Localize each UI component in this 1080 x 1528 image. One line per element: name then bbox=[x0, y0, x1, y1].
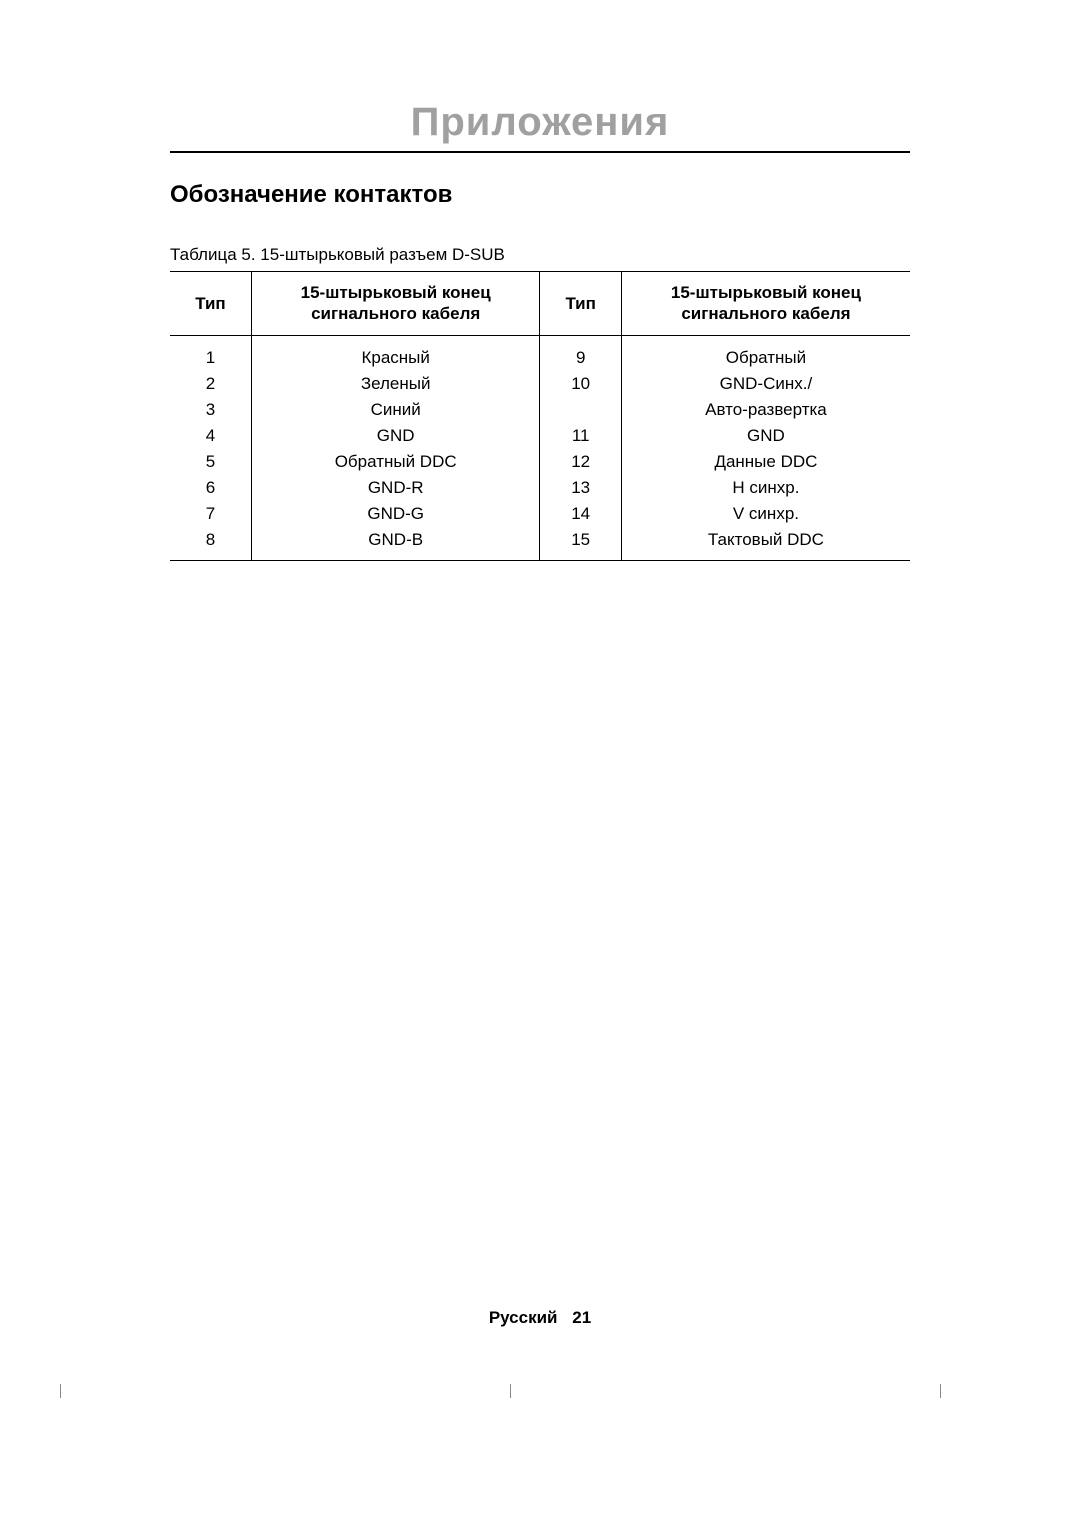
cell-type: 12 bbox=[540, 449, 621, 475]
table-row: 1 Красный 9 Обратный bbox=[170, 335, 910, 371]
cell-desc: GND-Синх./ bbox=[621, 371, 910, 397]
cell-desc: Тактовый DDC bbox=[621, 527, 910, 561]
pin-assignment-table: Тип 15-штырьковый конец сигнального кабе… bbox=[170, 271, 910, 561]
cell-type: 10 bbox=[540, 371, 621, 397]
cell-desc: Авто-развертка bbox=[621, 397, 910, 423]
cell-desc: Обратный DDC bbox=[251, 449, 540, 475]
cell-type: 5 bbox=[170, 449, 251, 475]
table-header-desc-2: 15-штырьковый конец сигнального кабеля bbox=[621, 272, 910, 336]
cell-type: 9 bbox=[540, 335, 621, 371]
cell-type: 1 bbox=[170, 335, 251, 371]
cell-desc: Данные DDC bbox=[621, 449, 910, 475]
cell-desc: Зеленый bbox=[251, 371, 540, 397]
cell-type bbox=[540, 397, 621, 423]
cell-desc: GND-G bbox=[251, 501, 540, 527]
cell-type: 2 bbox=[170, 371, 251, 397]
cell-desc: GND bbox=[621, 423, 910, 449]
table-header-desc-1: 15-штырьковый конец сигнального кабеля bbox=[251, 272, 540, 336]
crop-mark-icon bbox=[940, 1384, 941, 1398]
cell-type: 4 bbox=[170, 423, 251, 449]
table-header-type-1: Тип bbox=[170, 272, 251, 336]
cell-type: 11 bbox=[540, 423, 621, 449]
table-row: 4 GND 11 GND bbox=[170, 423, 910, 449]
crop-marks bbox=[0, 1382, 1080, 1398]
section-heading: Обозначение контактов bbox=[170, 181, 910, 209]
cell-type: 7 bbox=[170, 501, 251, 527]
crop-mark-icon bbox=[510, 1384, 511, 1398]
cell-type: 14 bbox=[540, 501, 621, 527]
footer-language: Русский bbox=[489, 1308, 558, 1327]
page-title: Приложения bbox=[170, 100, 910, 153]
footer-page-number: 21 bbox=[572, 1308, 591, 1327]
cell-desc: GND bbox=[251, 423, 540, 449]
table-caption: Таблица 5. 15-штырьковый разъем D-SUB bbox=[170, 245, 910, 265]
crop-mark-icon bbox=[60, 1384, 61, 1398]
cell-desc: Синий bbox=[251, 397, 540, 423]
document-page: Приложения Обозначение контактов Таблица… bbox=[0, 0, 1080, 1528]
cell-type: 3 bbox=[170, 397, 251, 423]
cell-desc: V синхр. bbox=[621, 501, 910, 527]
table-row: 8 GND-B 15 Тактовый DDC bbox=[170, 527, 910, 561]
page-footer: Русский 21 bbox=[0, 1308, 1080, 1328]
table-row: 3 Синий Авто-развертка bbox=[170, 397, 910, 423]
cell-desc: H синхр. bbox=[621, 475, 910, 501]
table-body: 1 Красный 9 Обратный 2 Зеленый 10 GND-Си… bbox=[170, 335, 910, 560]
table-header-row: Тип 15-штырьковый конец сигнального кабе… bbox=[170, 272, 910, 336]
cell-type: 15 bbox=[540, 527, 621, 561]
table-row: 5 Обратный DDC 12 Данные DDC bbox=[170, 449, 910, 475]
cell-type: 13 bbox=[540, 475, 621, 501]
table-row: 6 GND-R 13 H синхр. bbox=[170, 475, 910, 501]
table-header-type-2: Тип bbox=[540, 272, 621, 336]
cell-type: 6 bbox=[170, 475, 251, 501]
cell-desc: GND-B bbox=[251, 527, 540, 561]
table-row: 2 Зеленый 10 GND-Синх./ bbox=[170, 371, 910, 397]
cell-desc: Обратный bbox=[621, 335, 910, 371]
table-row: 7 GND-G 14 V синхр. bbox=[170, 501, 910, 527]
cell-type: 8 bbox=[170, 527, 251, 561]
cell-desc: Красный bbox=[251, 335, 540, 371]
cell-desc: GND-R bbox=[251, 475, 540, 501]
